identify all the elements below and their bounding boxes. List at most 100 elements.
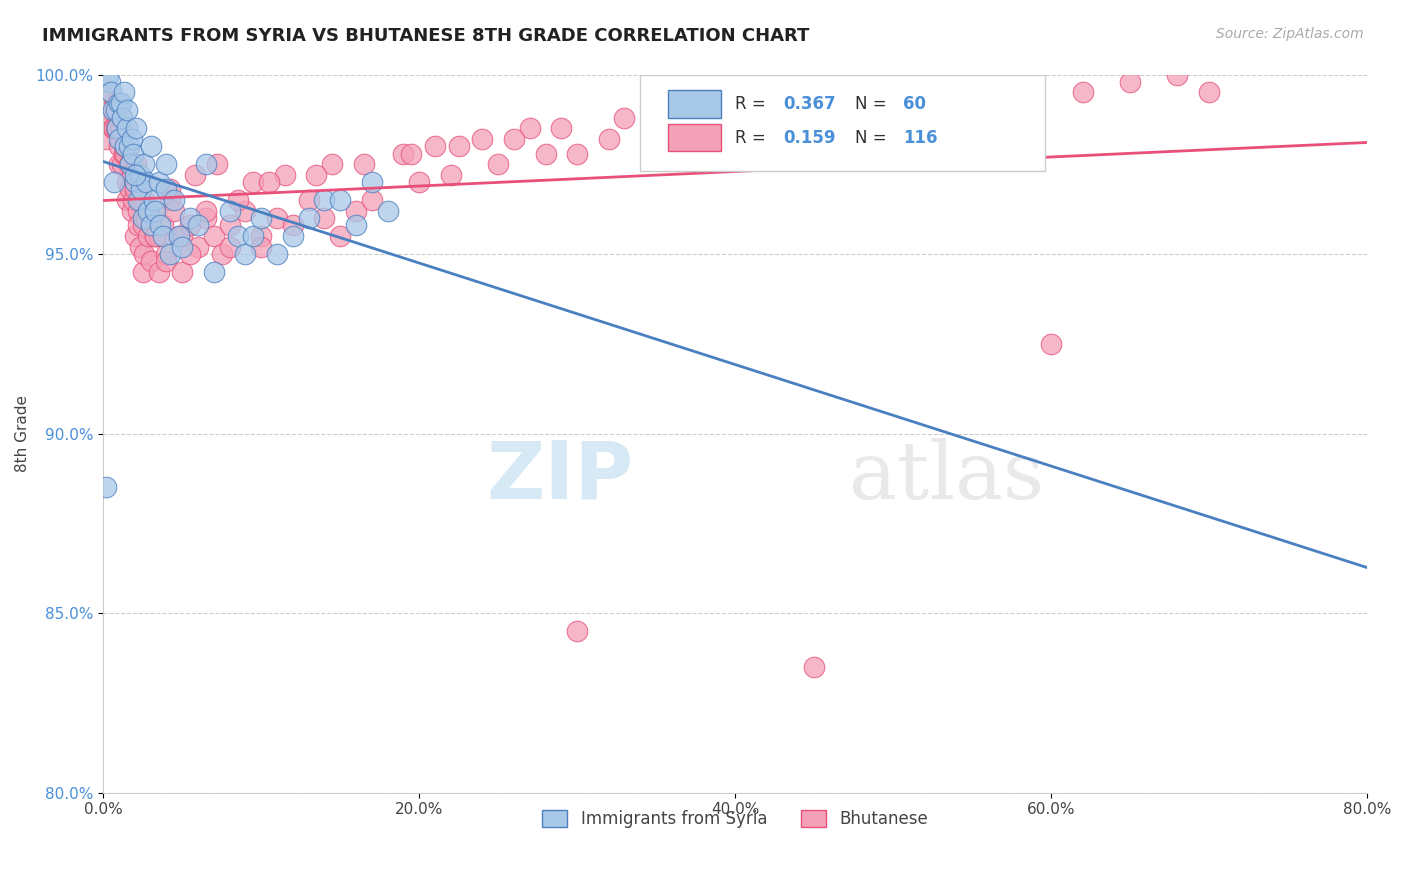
Point — [914, 103, 936, 118]
Point — [281, 229, 304, 244]
Point — [235, 204, 257, 219]
Point — [1119, 75, 1142, 89]
Point — [132, 219, 155, 233]
Point — [124, 168, 146, 182]
Point — [134, 193, 156, 207]
Point — [550, 121, 572, 136]
Point — [117, 139, 139, 153]
Point — [129, 182, 152, 196]
Point — [152, 219, 174, 233]
Point — [148, 265, 170, 279]
Point — [297, 193, 319, 207]
Point — [242, 229, 264, 244]
Point — [101, 111, 124, 125]
Point — [128, 193, 150, 207]
Point — [139, 139, 162, 153]
Point — [344, 204, 367, 219]
Point — [194, 204, 217, 219]
Point — [401, 146, 423, 161]
Point — [132, 211, 155, 226]
Point — [135, 211, 157, 226]
Point — [724, 132, 747, 146]
Point — [960, 103, 983, 118]
Point — [187, 219, 209, 233]
Text: R =: R = — [735, 95, 770, 113]
Point — [155, 157, 177, 171]
Point — [110, 96, 132, 111]
Point — [128, 240, 150, 254]
Point — [139, 254, 162, 268]
Point — [115, 103, 138, 118]
Point — [124, 182, 146, 196]
FancyBboxPatch shape — [668, 90, 721, 118]
Point — [115, 121, 138, 136]
Point — [134, 157, 156, 171]
Point — [172, 229, 194, 244]
Text: R =: R = — [735, 128, 770, 146]
Point — [103, 121, 125, 136]
Point — [110, 121, 132, 136]
Point — [134, 247, 156, 261]
Text: 116: 116 — [903, 128, 938, 146]
Point — [127, 193, 149, 207]
Point — [96, 480, 118, 494]
Point — [108, 96, 131, 111]
Point — [803, 660, 825, 674]
Point — [107, 121, 129, 136]
Point — [107, 96, 129, 111]
Point — [98, 75, 121, 89]
Point — [882, 111, 904, 125]
Point — [125, 121, 148, 136]
Point — [377, 204, 399, 219]
Point — [503, 132, 526, 146]
Point — [136, 204, 159, 219]
Point — [423, 139, 446, 153]
Point — [408, 175, 430, 189]
Point — [172, 240, 194, 254]
Point — [471, 132, 494, 146]
Point — [645, 121, 668, 136]
Point — [139, 219, 162, 233]
Text: ZIP: ZIP — [486, 438, 634, 516]
Point — [149, 219, 172, 233]
Legend: Immigrants from Syria, Bhutanese: Immigrants from Syria, Bhutanese — [536, 803, 935, 835]
Point — [305, 168, 328, 182]
Point — [111, 111, 134, 125]
Point — [127, 219, 149, 233]
Point — [211, 247, 233, 261]
Point — [125, 157, 148, 171]
Point — [194, 157, 217, 171]
Point — [440, 168, 463, 182]
Point — [152, 229, 174, 244]
Point — [266, 247, 288, 261]
Point — [98, 103, 121, 118]
Point — [1198, 86, 1220, 100]
Point — [314, 211, 336, 226]
Point — [145, 229, 167, 244]
Point — [117, 157, 139, 171]
Point — [803, 121, 825, 136]
Point — [142, 193, 165, 207]
Point — [96, 132, 118, 146]
Point — [179, 247, 201, 261]
Point — [184, 168, 207, 182]
Point — [353, 157, 375, 171]
Point — [172, 265, 194, 279]
Point — [329, 193, 352, 207]
Point — [360, 193, 382, 207]
Point — [565, 624, 588, 638]
Text: atlas: atlas — [849, 438, 1043, 516]
Point — [598, 132, 620, 146]
Point — [159, 193, 181, 207]
Point — [132, 265, 155, 279]
Point — [104, 103, 127, 118]
Text: 0.367: 0.367 — [783, 95, 835, 113]
Point — [1166, 68, 1188, 82]
Text: 60: 60 — [903, 95, 927, 113]
Point — [266, 211, 288, 226]
Point — [242, 175, 264, 189]
Point — [124, 175, 146, 189]
Point — [724, 121, 747, 136]
Point — [534, 146, 557, 161]
Point — [250, 240, 273, 254]
